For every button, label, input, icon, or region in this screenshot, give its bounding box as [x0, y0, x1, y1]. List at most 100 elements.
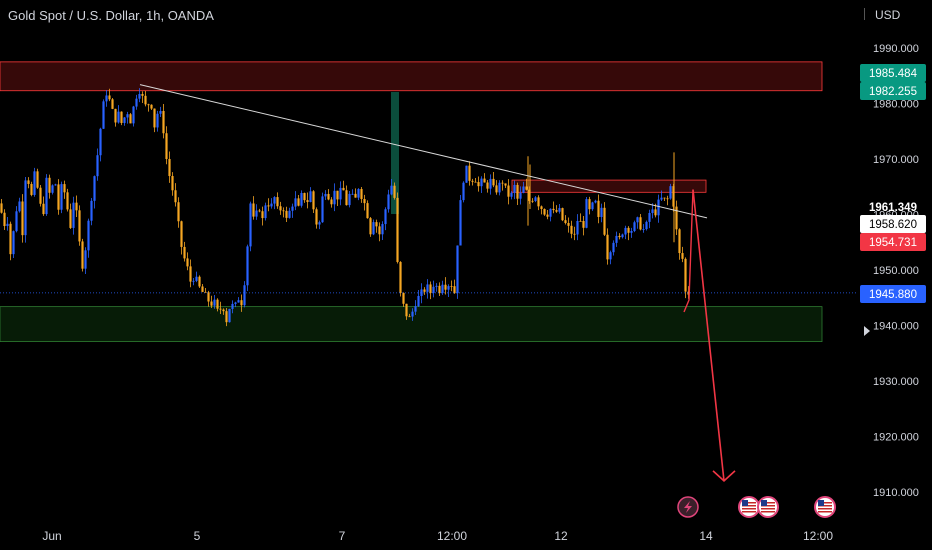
- candle-body: [132, 106, 135, 124]
- candle-body: [411, 311, 414, 317]
- candle-body: [213, 299, 216, 306]
- candle-body: [519, 192, 522, 199]
- candle-body: [648, 213, 651, 222]
- price-axis[interactable]: 1990.0001980.0001970.0001960.0001950.000…: [860, 43, 926, 499]
- candle-body: [453, 286, 456, 294]
- price-label-text[interactable]: 1982.255: [869, 86, 917, 98]
- candle-body: [57, 184, 60, 210]
- candle-body: [90, 200, 93, 221]
- candle-body: [153, 108, 156, 128]
- price-label-box[interactable]: [860, 285, 926, 303]
- flag-stripe: [818, 508, 832, 510]
- price-tick-label: 1930.000: [873, 376, 919, 388]
- candle-body: [468, 165, 471, 181]
- candle-body: [354, 193, 357, 198]
- candle-body: [603, 207, 606, 235]
- candle-body: [201, 286, 204, 292]
- candle-body: [102, 101, 105, 129]
- candle-body: [96, 155, 99, 177]
- candle-body: [639, 217, 642, 230]
- price-label-text[interactable]: 1985.484: [869, 68, 918, 80]
- candle-body: [237, 300, 240, 303]
- candle-body: [438, 285, 441, 294]
- candle-body: [372, 222, 375, 235]
- price-label-box[interactable]: [860, 215, 926, 233]
- candle-body: [537, 197, 540, 207]
- candle-body: [129, 114, 132, 124]
- price-label-box[interactable]: [860, 82, 926, 100]
- price-label-box[interactable]: [860, 233, 926, 251]
- candle-body: [303, 193, 306, 201]
- candle-body: [327, 193, 330, 200]
- candle-body: [552, 208, 555, 211]
- price-label-text[interactable]: 1954.731: [869, 237, 917, 249]
- candle-body: [174, 190, 177, 203]
- candle-body: [393, 185, 396, 198]
- candle-body: [441, 284, 444, 294]
- candle-body: [141, 93, 144, 96]
- time-axis[interactable]: Jun 5 7 12:00 12 14 12:00: [42, 529, 833, 543]
- candle-body: [351, 193, 354, 195]
- candle-body: [447, 286, 450, 290]
- candle-body: [540, 206, 543, 209]
- axis-scroll-marker[interactable]: [864, 326, 870, 336]
- candle-body: [630, 231, 633, 233]
- candle-body: [390, 185, 393, 195]
- candle-body: [423, 289, 426, 292]
- candle-body: [72, 202, 75, 228]
- arrow-head: [712, 470, 736, 482]
- projection-leg: [683, 189, 694, 313]
- price-label-text[interactable]: 1958.620: [869, 219, 917, 231]
- candle-body: [66, 192, 69, 210]
- candle-body: [195, 276, 198, 281]
- candle-body: [483, 178, 486, 183]
- candle-body: [138, 93, 141, 99]
- candle-body: [633, 222, 636, 232]
- candle-body: [564, 220, 567, 223]
- candle-body: [192, 280, 195, 282]
- candle-body: [378, 226, 381, 235]
- candle-body: [156, 113, 159, 128]
- candle-body: [222, 309, 225, 312]
- candle-body: [297, 198, 300, 206]
- time-tick-label: 12: [554, 529, 568, 543]
- candle-body: [627, 227, 630, 233]
- candle-body: [273, 197, 276, 204]
- drawings-layer: [0, 84, 858, 482]
- candle-body: [492, 178, 495, 186]
- candle-body: [339, 187, 342, 200]
- candle-body: [663, 197, 666, 199]
- candle-body: [513, 184, 516, 193]
- price-label-text[interactable]: 1961.349: [869, 202, 917, 214]
- candle-body: [294, 198, 297, 207]
- price-label-box[interactable]: [860, 64, 926, 82]
- candle-body: [555, 210, 558, 212]
- candle-body: [240, 300, 243, 306]
- candle-body: [417, 295, 420, 307]
- candle-body: [408, 316, 411, 318]
- candle-body: [288, 210, 291, 218]
- currency-label[interactable]: USD: [875, 8, 901, 22]
- candle-body: [93, 176, 96, 201]
- candle-body: [3, 212, 6, 227]
- candle-body: [252, 203, 255, 217]
- candle-body: [6, 223, 9, 227]
- time-tick-label: 5: [194, 529, 201, 543]
- candle-body: [687, 291, 690, 295]
- candle-body: [165, 133, 168, 160]
- candle-body: [543, 208, 546, 215]
- candle-body: [276, 197, 279, 207]
- time-tick-label: 7: [339, 529, 346, 543]
- candle-body: [186, 258, 189, 267]
- candle-body: [285, 210, 288, 218]
- flag-stripe: [761, 502, 775, 504]
- candle-body: [282, 210, 285, 212]
- candle-body: [315, 209, 318, 225]
- candle-body: [588, 199, 591, 210]
- candle-body: [105, 95, 108, 102]
- price-label-text[interactable]: 1945.880: [869, 289, 917, 301]
- flag-stripe: [761, 511, 775, 513]
- candle-body: [345, 190, 348, 206]
- events-layer[interactable]: [677, 496, 836, 518]
